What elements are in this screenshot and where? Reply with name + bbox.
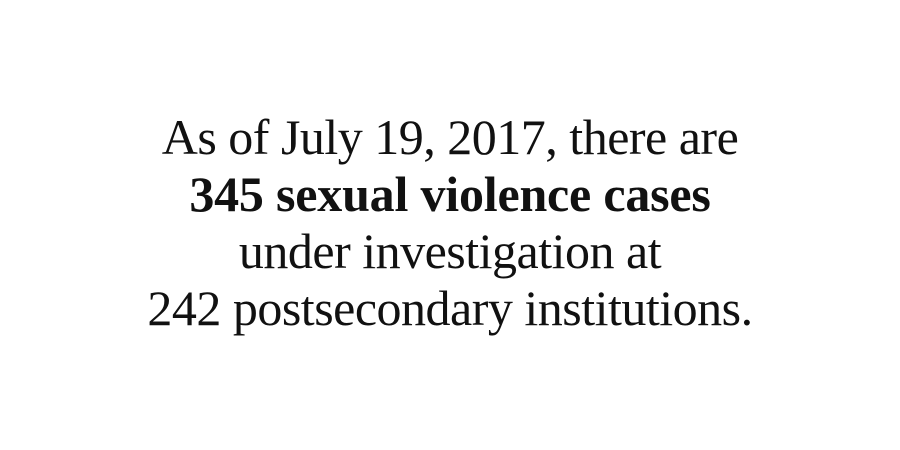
statement-line-institution-count: 242 postsecondary institutions. xyxy=(147,280,753,336)
statement-line-date: As of July 19, 2017, there are xyxy=(161,109,739,165)
statement-line-case-count: 345 sexual violence cases xyxy=(189,166,711,222)
statement-text: As of July 19, 2017, there are 345 sexua… xyxy=(147,109,753,337)
statement-line-investigation: under investigation at xyxy=(238,223,662,279)
